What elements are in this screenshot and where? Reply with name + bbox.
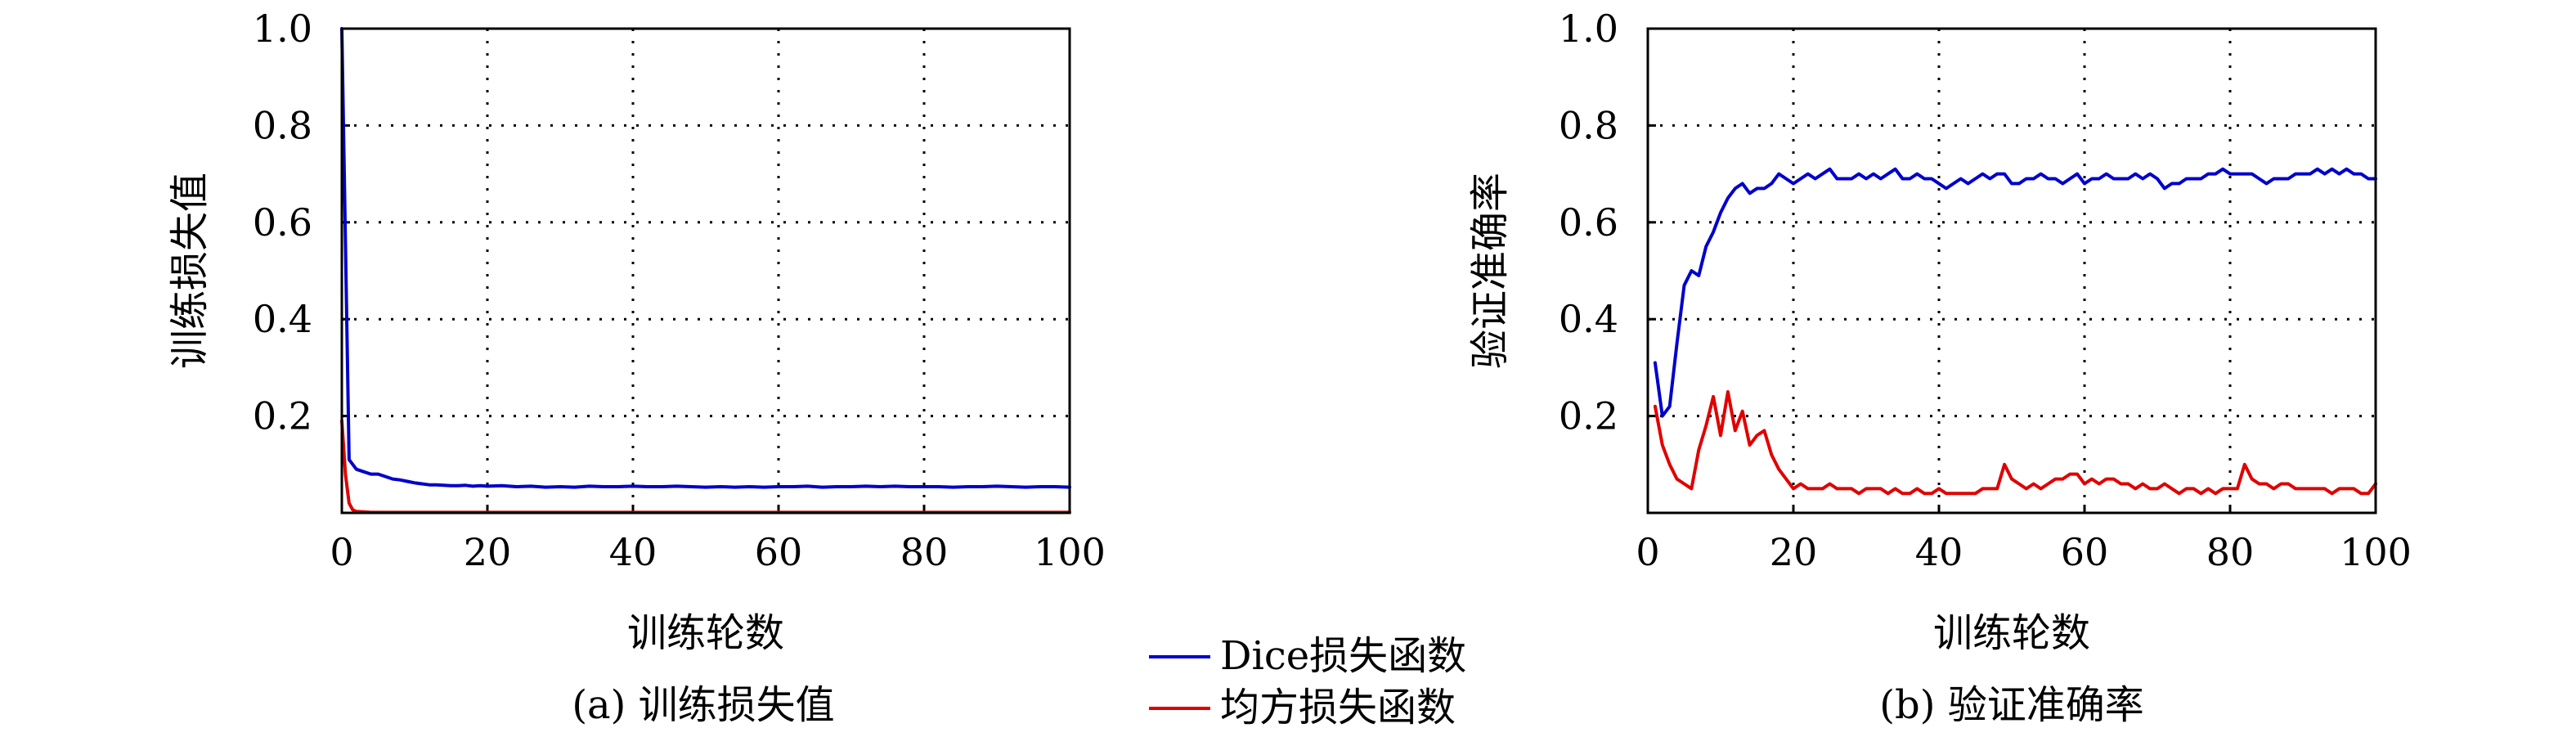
- x-tick-label: 40: [609, 530, 657, 574]
- y-tick-label: 0.4: [253, 297, 312, 341]
- x-tick-label: 60: [755, 530, 803, 574]
- series-line-mse: [1653, 390, 2377, 496]
- y-tick-label: 0.4: [1559, 297, 1618, 341]
- caption-b: (b) 验证准确率: [1879, 682, 2143, 728]
- y-tick-label: 0.2: [253, 394, 312, 438]
- x-tick-label: 0: [330, 530, 353, 574]
- x-tick-label: 60: [2061, 530, 2109, 574]
- caption-a: (a) 训练损失值: [572, 682, 834, 728]
- y-tick-label: 1.0: [253, 7, 312, 51]
- plot-frame: [1646, 27, 2377, 515]
- x-tick-label: 80: [900, 530, 949, 574]
- y-tick-label: 0.8: [1559, 103, 1618, 147]
- series-line-dice: [340, 27, 1071, 489]
- grid: [1646, 27, 2377, 513]
- x-axis-title: 训练轮数: [627, 610, 784, 656]
- x-tick-label: 80: [2206, 530, 2255, 574]
- tick-labels: 0 20 40 60 80 100 0.2 0.4 0.6 0.8 1.0: [1559, 7, 2412, 574]
- series-layer: [1653, 167, 2377, 496]
- y-tick-label: 0.6: [1559, 200, 1618, 245]
- legend: Dice损失函数 均方损失函数: [1149, 633, 1466, 730]
- y-axis-title: 训练损失值: [167, 173, 213, 369]
- x-tick-label: 20: [1770, 530, 1818, 574]
- tick-labels: 0 20 40 60 80 100 0.2 0.4 0.6 0.8 1.0: [253, 7, 1106, 574]
- plot-frame: [340, 27, 1071, 515]
- chart-validation-accuracy: 0 20 40 60 80 100 0.2 0.4 0.6 0.8 1.0 训练轮数 验证准确率 (…: [1467, 7, 2412, 728]
- chart-training-loss: 0 20 40 60 80 100 0.2 0.4 0.6 0.8 1.0 训练轮数 训练损失值 (…: [167, 7, 1106, 728]
- x-tick-label: 100: [2340, 530, 2412, 574]
- y-tick-label: 1.0: [1559, 7, 1618, 51]
- x-tick-label: 40: [1915, 530, 1963, 574]
- x-tick-label: 20: [464, 530, 512, 574]
- legend-label-mse: 均方损失函数: [1220, 685, 1456, 730]
- x-axis-title: 训练轮数: [1933, 610, 2090, 656]
- y-tick-label: 0.6: [253, 200, 312, 245]
- x-tick-label: 0: [1636, 530, 1659, 574]
- legend-label-dice: Dice损失函数: [1220, 633, 1466, 679]
- y-tick-label: 0.2: [1559, 394, 1618, 438]
- y-axis-title: 验证准确率: [1467, 173, 1513, 369]
- x-tick-label: 100: [1034, 530, 1106, 574]
- series-line-dice: [1653, 167, 2377, 418]
- y-tick-label: 0.8: [253, 103, 312, 147]
